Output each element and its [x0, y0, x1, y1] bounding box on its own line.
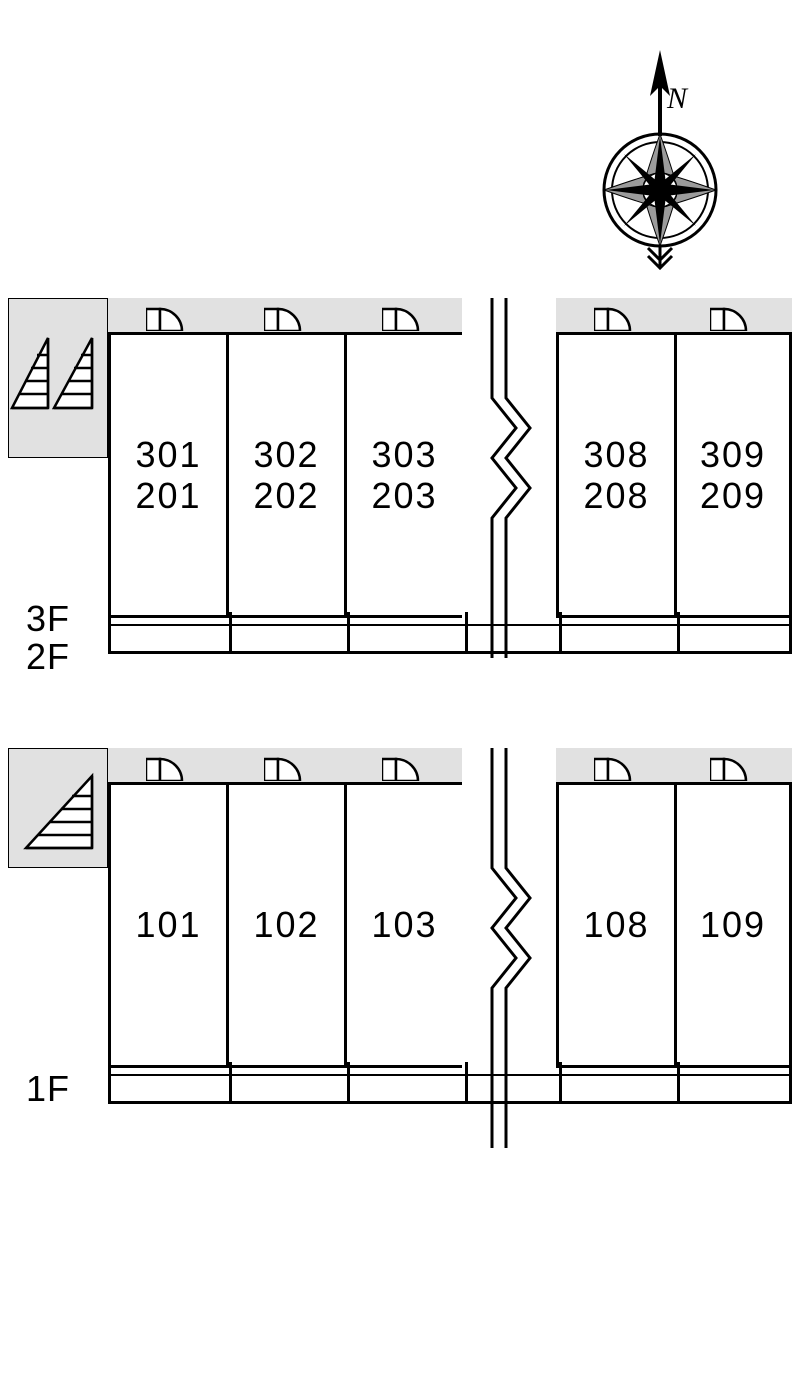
- door-icon: [594, 751, 640, 781]
- unit-label: 301201: [135, 434, 201, 517]
- door-icon: [264, 301, 310, 331]
- unit-label: 101: [135, 904, 201, 945]
- unit-label: 308208: [583, 434, 649, 517]
- stairs-lower: [8, 748, 108, 868]
- unit-102: 102: [226, 782, 344, 1068]
- door-icon: [382, 751, 428, 781]
- door-icon: [594, 301, 640, 331]
- floor-block-3f-2f: 301201 302202 303203 308208: [8, 298, 792, 658]
- unit-label: 303203: [371, 434, 437, 517]
- floor-block-1f: 101 102 103 108: [8, 748, 792, 1108]
- unit-302-202: 302202: [226, 332, 344, 618]
- door-icon: [382, 301, 428, 331]
- unit-label: 102: [253, 904, 319, 945]
- door-icon: [710, 301, 756, 331]
- compass-rose: N: [590, 50, 730, 270]
- units-row-upper: 301201 302202 303203 308208: [108, 332, 792, 618]
- compass-label: N: [666, 82, 689, 115]
- door-icon: [710, 751, 756, 781]
- floor-label-1f: 1F: [26, 1068, 70, 1110]
- section-break-upper: [462, 332, 556, 618]
- floor-label-3f: 3F: [26, 598, 70, 640]
- door-icon: [264, 751, 310, 781]
- unit-301-201: 301201: [108, 332, 226, 618]
- unit-label: 108: [583, 904, 649, 945]
- unit-label: 302202: [253, 434, 319, 517]
- unit-309-209: 309209: [674, 332, 792, 618]
- unit-label: 109: [700, 904, 766, 945]
- balcony-rail-lower: [108, 1068, 792, 1104]
- section-break-lower: [462, 782, 556, 1068]
- door-icon: [146, 301, 192, 331]
- units-row-lower: 101 102 103 108: [108, 782, 792, 1068]
- unit-101: 101: [108, 782, 226, 1068]
- unit-308-208: 308208: [556, 332, 674, 618]
- unit-303-203: 303203: [344, 332, 462, 618]
- unit-108: 108: [556, 782, 674, 1068]
- floor-label-2f: 2F: [26, 636, 70, 678]
- stairs-upper: [8, 298, 108, 458]
- balcony-rail-upper: [108, 618, 792, 654]
- door-icon: [146, 751, 192, 781]
- unit-label: 309209: [700, 434, 766, 517]
- unit-label: 103: [371, 904, 437, 945]
- unit-103: 103: [344, 782, 462, 1068]
- unit-109: 109: [674, 782, 792, 1068]
